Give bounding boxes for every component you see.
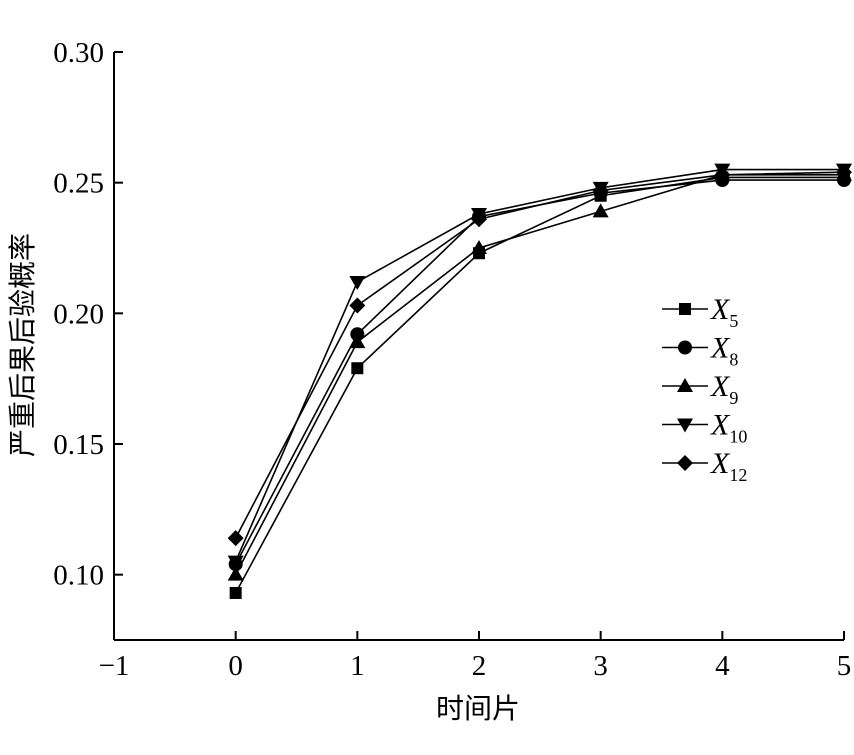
data-point	[836, 164, 852, 181]
series-x12	[227, 164, 852, 547]
legend-label-subscript: 5	[729, 311, 738, 331]
legend-label-subscript: 8	[729, 350, 738, 370]
y-tick-label: 0.10	[53, 560, 104, 592]
y-tick-label: 0.20	[53, 298, 104, 330]
legend-label: X10	[710, 409, 747, 447]
legend-label: X12	[710, 447, 747, 485]
data-point	[351, 362, 364, 375]
data-point	[592, 182, 609, 199]
legend-label-base: X	[710, 447, 731, 480]
y-axis-title: 严重后果后验概率	[6, 233, 39, 457]
data-point	[227, 555, 244, 570]
data-point	[714, 166, 731, 183]
legend-marker	[677, 378, 693, 392]
legend-label: X9	[710, 370, 738, 408]
legend-marker	[679, 303, 691, 315]
series-line	[234, 174, 844, 576]
data-point	[349, 334, 366, 349]
x-tick-label: 1	[350, 650, 365, 682]
legend-marker	[677, 455, 693, 471]
legend-item: X8	[662, 332, 738, 370]
series-x5	[229, 171, 850, 599]
series-line	[234, 176, 844, 594]
x-tick-label: 0	[228, 650, 243, 682]
legend-item: X12	[662, 447, 747, 485]
series-line	[234, 168, 844, 562]
data-point	[349, 297, 366, 314]
legend-label-subscript: 12	[729, 465, 747, 485]
y-tick-label: 0.25	[53, 168, 104, 200]
legend-label-base: X	[710, 409, 731, 442]
x-tick-label: 5	[837, 650, 852, 682]
data-point	[227, 530, 244, 547]
data-point	[229, 586, 242, 599]
legend-marker	[677, 418, 693, 433]
legend-item: X10	[662, 409, 747, 447]
x-axis-title: 时间片	[436, 692, 520, 725]
x-tick-label: 2	[472, 650, 487, 682]
legend-label-base: X	[710, 293, 731, 326]
legend-label-subscript: 9	[729, 388, 738, 408]
data-point	[349, 275, 366, 290]
series-line	[234, 179, 844, 565]
data-point	[227, 566, 244, 581]
series-layer	[227, 163, 852, 599]
legend-label-base: X	[710, 332, 731, 365]
legend-item: X5	[662, 293, 738, 331]
legend-label-base: X	[710, 370, 731, 403]
legend-item: X9	[662, 370, 738, 408]
x-tick-label: 4	[715, 650, 730, 682]
legend-label: X5	[710, 293, 738, 331]
data-point	[471, 211, 487, 228]
series-line	[234, 171, 845, 539]
legend-label: X8	[710, 332, 738, 370]
x-tick-label: −1	[99, 650, 130, 682]
x-axis-ticks: −1 0 1 2 3 4 5	[99, 631, 852, 682]
legend-marker	[678, 340, 692, 355]
data-point	[592, 203, 609, 218]
x-tick-label: 3	[593, 650, 608, 682]
legend-label-subscript: 10	[729, 427, 747, 447]
y-axis-ticks: 0.10 0.15 0.20 0.25 0.30	[53, 37, 123, 592]
y-tick-label: 0.30	[53, 37, 104, 69]
data-point	[471, 240, 487, 254]
y-tick-label: 0.15	[53, 429, 104, 461]
axes	[113, 52, 844, 641]
